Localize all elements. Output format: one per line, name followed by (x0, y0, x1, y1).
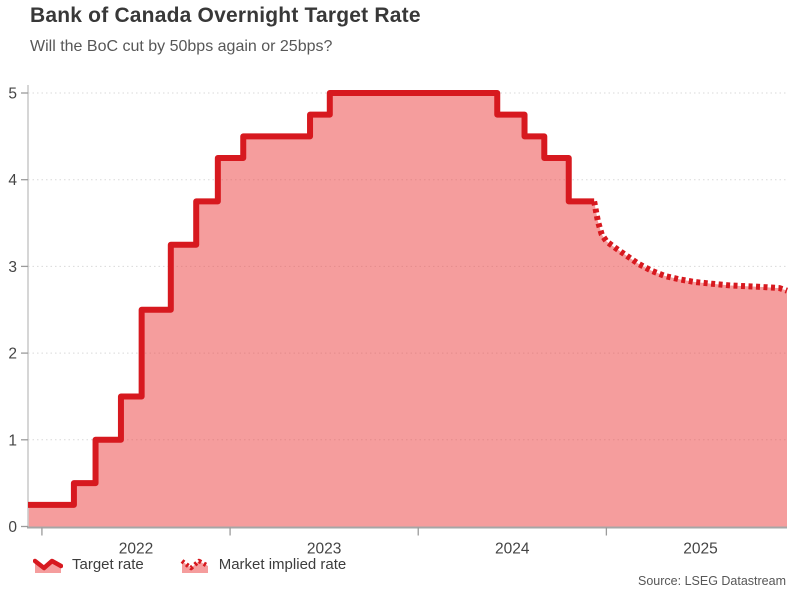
chart-legend: Target rate Market implied rate (33, 556, 346, 573)
x-tick-label-2024: 2024 (495, 541, 530, 558)
source-attribution: Source: LSEG Datastream (638, 574, 786, 588)
y-tick-label-1: 1 (8, 432, 17, 449)
legend-item-target-rate: Target rate (33, 556, 144, 573)
legend-item-market-implied-rate: Market implied rate (180, 556, 347, 573)
target-rate-swatch-icon (33, 558, 63, 573)
x-tick-label-2023: 2023 (307, 541, 341, 558)
implied-rate-line (591, 200, 788, 294)
y-tick-label-5: 5 (8, 86, 17, 103)
y-tick-label-4: 4 (8, 172, 17, 189)
legend-label-market-implied-rate: Market implied rate (218, 556, 347, 573)
y-tick-label-2: 2 (8, 346, 17, 363)
page-title: Bank of Canada Overnight Target Rate (30, 4, 421, 27)
target-rate-line (28, 90, 595, 508)
x-tick-label-2025: 2025 (683, 541, 717, 558)
chart-subtitle: Will the BoC cut by 50bps again or 25bps… (30, 38, 333, 55)
y-tick-label-0: 0 (8, 519, 17, 536)
legend-label-target-rate: Target rate (72, 556, 144, 573)
x-tick-label-2022: 2022 (119, 541, 153, 558)
y-tick-label-3: 3 (8, 259, 17, 276)
market-implied-rate-swatch-icon (180, 558, 209, 573)
